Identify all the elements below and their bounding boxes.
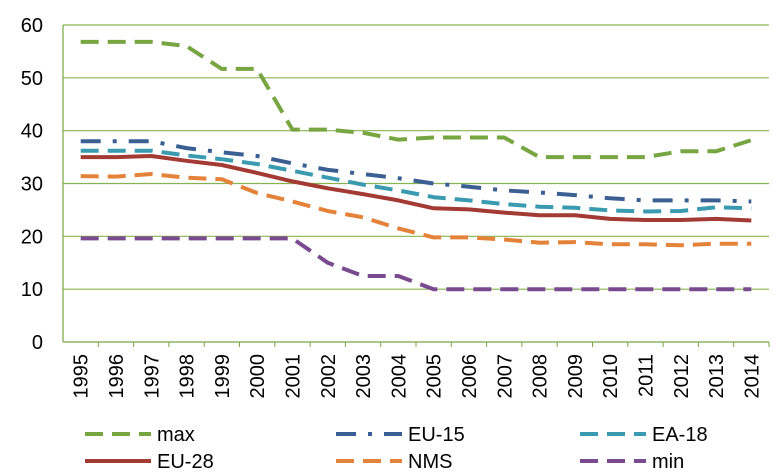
x-tick-label: 2007	[494, 354, 516, 399]
y-tick-label: 20	[21, 226, 43, 248]
x-tick-label: 1996	[106, 354, 128, 399]
series-line-eu-15	[80, 139, 752, 204]
legend-label: NMS	[408, 451, 452, 472]
series-line-max	[80, 39, 752, 160]
y-axis-ticks: 0 10 20 30 40 50 60	[21, 15, 43, 354]
x-tick-label: 2011	[635, 354, 657, 397]
y-tick-label: 50	[21, 68, 43, 90]
y-tick-label: 60	[21, 15, 43, 37]
y-tick-label: 40	[21, 121, 43, 143]
legend-label: EU-28	[157, 451, 214, 472]
x-tick-label: 2000	[247, 354, 269, 399]
x-tick-label: 2004	[388, 354, 410, 399]
series-lines	[80, 39, 752, 292]
x-tick-label: 1998	[177, 354, 199, 399]
legend-item: NMS	[336, 451, 452, 472]
x-tick-label: 1995	[71, 354, 93, 399]
series-line-nms	[80, 172, 752, 248]
x-tick-label: 2009	[565, 354, 587, 399]
legend-item: EU-28	[85, 451, 214, 472]
legend-label: EU-15	[408, 424, 465, 446]
legend: max EU-15 EA-18 EU-28 NMS min	[85, 424, 708, 472]
legend-label: max	[157, 424, 195, 446]
legend-item: EU-15	[336, 424, 465, 446]
x-tick-label: 2001	[282, 354, 304, 399]
x-tick-label: 2006	[459, 354, 481, 399]
series-line-ea-18	[80, 148, 752, 214]
x-tick-label: 2002	[318, 354, 340, 399]
x-tick-label: 2014	[741, 354, 763, 399]
x-tick-label: 2008	[530, 354, 552, 399]
x-tick-label: 1997	[141, 354, 163, 399]
y-tick-label: 30	[21, 174, 43, 196]
x-tick-label: 1999	[212, 354, 234, 399]
x-tick-label: 2010	[600, 354, 622, 399]
gridlines	[63, 24, 769, 343]
x-tick-label: 2003	[353, 354, 375, 399]
y-tick-label: 10	[21, 279, 43, 301]
x-tick-label: 2013	[706, 354, 728, 399]
legend-item: min	[580, 451, 684, 472]
series-line-min	[80, 236, 752, 292]
x-axis-ticks: 1995 1996 1997 1998 1999 2000 2001 2002 2003 2004…	[71, 342, 770, 399]
y-tick-label: 0	[32, 332, 43, 354]
legend-item: max	[85, 424, 195, 446]
legend-label: min	[652, 451, 684, 472]
series-line-eu-28	[80, 154, 752, 223]
legend-label: EA-18	[652, 424, 708, 446]
legend-item: EA-18	[580, 424, 708, 446]
x-tick-label: 2005	[424, 354, 446, 399]
x-tick-label: 2012	[671, 354, 693, 399]
